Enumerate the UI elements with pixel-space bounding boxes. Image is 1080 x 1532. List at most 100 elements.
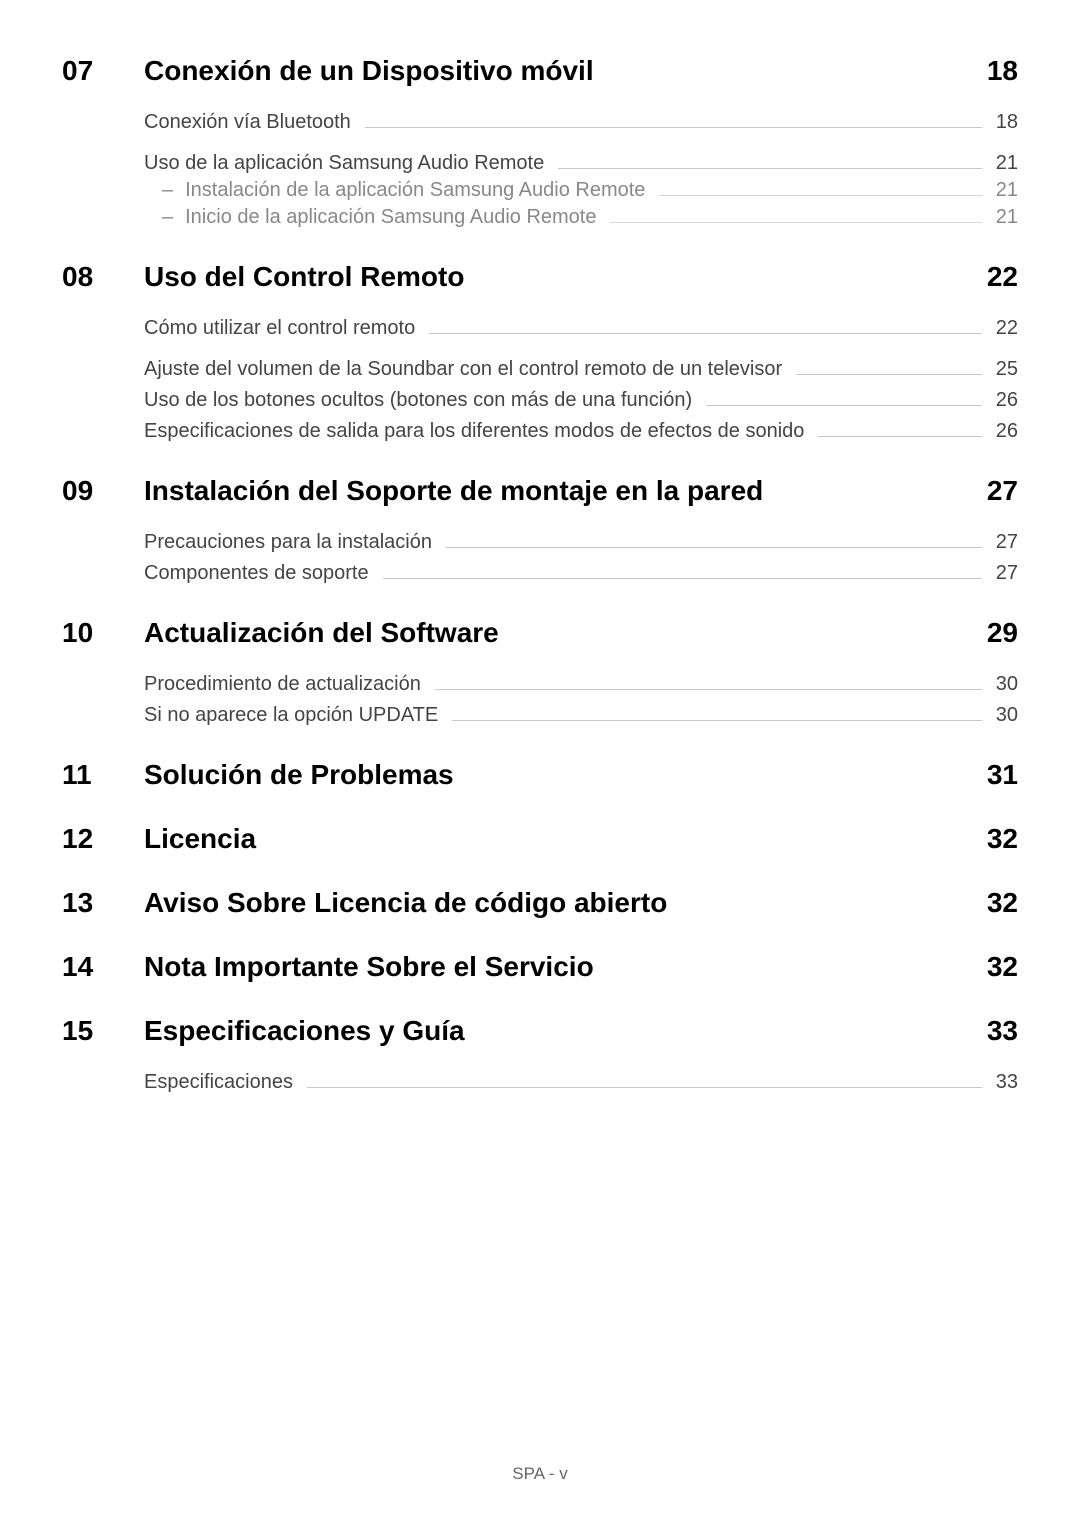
entry-label: Ajuste del volumen de la Soundbar con el… (144, 358, 782, 381)
entry-page: 27 (992, 531, 1018, 554)
section-page: 32 (987, 951, 1018, 983)
entry-label: Si no aparece la opción UPDATE (144, 704, 438, 727)
toc-entry: Componentes de soporte 27 (144, 562, 1018, 585)
entry-page: 33 (992, 1071, 1018, 1094)
section-title: Solución de Problemas (144, 759, 971, 791)
entry-leader (365, 127, 982, 128)
entry-label: Uso de los botones ocultos (botones con … (144, 389, 692, 412)
toc-entry: Ajuste del volumen de la Soundbar con el… (144, 358, 1018, 381)
section-header: 07Conexión de un Dispositivo móvil 18 (62, 55, 1018, 87)
entry-leader (446, 547, 982, 548)
entry-label: Cómo utilizar el control remoto (144, 317, 415, 340)
section-entries: Especificaciones 33 (144, 1071, 1018, 1094)
sub-entry-leader (610, 222, 982, 223)
entry-page: 25 (992, 358, 1018, 381)
toc-entry: Uso de los botones ocultos (botones con … (144, 389, 1018, 412)
section-page: 27 (987, 475, 1018, 507)
entry-page: 27 (992, 562, 1018, 585)
section-title: Conexión de un Dispositivo móvil (144, 55, 971, 87)
entry-page: 22 (992, 317, 1018, 340)
entry-leader (796, 374, 982, 375)
section-entries: Precauciones para la instalación27Compon… (144, 531, 1018, 585)
toc-entry: Procedimiento de actualización 30 (144, 673, 1018, 696)
section-header: 14Nota Importante Sobre el Servicio 32 (62, 951, 1018, 983)
entry-leader (383, 578, 982, 579)
sub-entry-leader (659, 195, 982, 196)
section-header: 13Aviso Sobre Licencia de código abierto… (62, 887, 1018, 919)
section-header: 12Licencia 32 (62, 823, 1018, 855)
entry-label: Uso de la aplicación Samsung Audio Remot… (144, 152, 544, 175)
toc-section: 11Solución de Problemas 31 (62, 759, 1018, 791)
entry-page: 30 (992, 673, 1018, 696)
toc-sub-entry: –Inicio de la aplicación Samsung Audio R… (162, 206, 1018, 229)
section-header: 09Instalación del Soporte de montaje en … (62, 475, 1018, 507)
toc-section: 08Uso del Control Remoto22 Cómo utilizar … (62, 261, 1018, 443)
toc-sub-entry: –Instalación de la aplicación Samsung Au… (162, 179, 1018, 202)
section-page: 18 (987, 55, 1018, 87)
section-header: 15Especificaciones y Guía 33 (62, 1015, 1018, 1047)
section-page: 22 (987, 261, 1018, 293)
section-page: 32 (987, 887, 1018, 919)
section-page: 33 (987, 1015, 1018, 1047)
toc-section: 14Nota Importante Sobre el Servicio 32 (62, 951, 1018, 983)
entry-leader (307, 1087, 982, 1088)
section-title: Licencia (144, 823, 971, 855)
section-number: 10 (62, 617, 144, 649)
section-page: 29 (987, 617, 1018, 649)
toc-section: 15Especificaciones y Guía33Especificacio… (62, 1015, 1018, 1094)
toc-entry: Uso de la aplicación Samsung Audio Remot… (144, 152, 1018, 175)
toc-section: 10Actualización del Software29 Procedimie… (62, 617, 1018, 727)
entry-page: 26 (992, 389, 1018, 412)
entry-page: 30 (992, 704, 1018, 727)
entry-label: Componentes de soporte (144, 562, 369, 585)
dash-icon: – (162, 206, 173, 229)
sub-entry-label: Instalación de la aplicación Samsung Aud… (185, 179, 645, 202)
entry-label: Conexión vía Bluetooth (144, 111, 351, 134)
toc-entry: Si no aparece la opción UPDATE 30 (144, 704, 1018, 727)
toc-entry: Especificaciones de salida para los dife… (144, 420, 1018, 443)
toc-section: 13Aviso Sobre Licencia de código abierto… (62, 887, 1018, 919)
table-of-contents: 07Conexión de un Dispositivo móvil18Cone… (62, 55, 1018, 1094)
toc-entry: Cómo utilizar el control remoto 22 (144, 317, 1018, 340)
entry-leader (706, 405, 982, 406)
section-number: 14 (62, 951, 144, 983)
section-title: Especificaciones y Guía (144, 1015, 971, 1047)
sub-entry-page: 21 (992, 206, 1018, 229)
section-number: 11 (62, 759, 144, 791)
section-title: Aviso Sobre Licencia de código abierto (144, 887, 971, 919)
section-title: Instalación del Soporte de montaje en la… (144, 475, 971, 507)
toc-entry: Conexión vía Bluetooth 18 (144, 111, 1018, 134)
section-entries: Procedimiento de actualización30Si no ap… (144, 673, 1018, 727)
section-header: 11Solución de Problemas 31 (62, 759, 1018, 791)
toc-section: 12Licencia 32 (62, 823, 1018, 855)
dash-icon: – (162, 179, 173, 202)
section-number: 08 (62, 261, 144, 293)
section-number: 07 (62, 55, 144, 87)
entry-leader (429, 333, 982, 334)
entry-page: 26 (992, 420, 1018, 443)
entry-leader (435, 689, 982, 690)
section-entries: Cómo utilizar el control remoto 22 Ajuste … (144, 317, 1018, 443)
entry-leader (452, 720, 982, 721)
toc-section: 07Conexión de un Dispositivo móvil18Cone… (62, 55, 1018, 229)
section-number: 15 (62, 1015, 144, 1047)
sub-entry-page: 21 (992, 179, 1018, 202)
section-header: 08Uso del Control Remoto22 (62, 261, 1018, 293)
section-page: 32 (987, 823, 1018, 855)
section-header: 10Actualización del Software29 (62, 617, 1018, 649)
page-footer: SPA - v (0, 1464, 1080, 1484)
toc-entry: Precauciones para la instalación 27 (144, 531, 1018, 554)
entry-page: 18 (992, 111, 1018, 134)
entry-leader (558, 168, 982, 169)
section-number: 12 (62, 823, 144, 855)
entry-page: 21 (992, 152, 1018, 175)
entry-label: Especificaciones (144, 1071, 293, 1094)
section-number: 13 (62, 887, 144, 919)
section-number: 09 (62, 475, 144, 507)
sub-entry-label: Inicio de la aplicación Samsung Audio Re… (185, 206, 596, 229)
section-title: Nota Importante Sobre el Servicio (144, 951, 971, 983)
entry-label: Procedimiento de actualización (144, 673, 421, 696)
entry-label: Precauciones para la instalación (144, 531, 432, 554)
section-page: 31 (987, 759, 1018, 791)
section-entries: Conexión vía Bluetooth 18 Uso de la aplica… (144, 111, 1018, 229)
